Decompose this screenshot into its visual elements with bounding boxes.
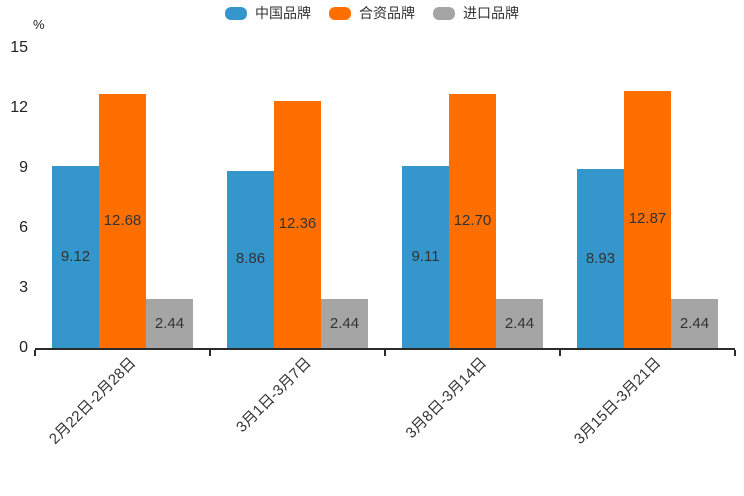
legend-swatch-icon — [225, 6, 247, 20]
legend-item-1[interactable]: 合资品牌 — [329, 5, 415, 21]
x-axis-tick — [34, 350, 36, 356]
bar[interactable] — [624, 90, 671, 348]
legend-swatch-icon — [433, 6, 455, 20]
bar[interactable] — [321, 299, 368, 348]
legend-item-0[interactable]: 中国品牌 — [225, 5, 311, 21]
legend-item-2[interactable]: 进口品牌 — [433, 5, 519, 21]
bar-value-label: 8.86 — [235, 250, 266, 268]
bar[interactable] — [274, 100, 321, 348]
y-tick-label: 9 — [19, 159, 28, 176]
x-axis-tick — [734, 350, 736, 356]
bar[interactable] — [227, 170, 274, 348]
bar[interactable] — [402, 165, 449, 348]
y-tick-label: 15 — [10, 39, 28, 56]
bar[interactable] — [449, 94, 496, 348]
legend-item-label: 进口品牌 — [463, 5, 519, 21]
bar-value-label: 2.44 — [504, 314, 535, 332]
x-axis-label: 3月8日-3月14日 — [402, 354, 490, 442]
bar-value-label: 2.44 — [679, 314, 710, 332]
bar[interactable] — [671, 299, 718, 348]
bar[interactable] — [52, 165, 99, 348]
y-tick-label: 12 — [10, 99, 28, 116]
x-axis-label: 3月1日-3月7日 — [233, 354, 315, 436]
chart-legend: 中国品牌 合资品牌 进口品牌 — [0, 5, 744, 21]
bar-value-label: 12.36 — [278, 215, 317, 233]
bar-value-label: 12.68 — [103, 212, 142, 230]
y-axis-unit-label: % — [33, 17, 45, 32]
x-axis-tick — [209, 350, 211, 356]
x-axis-tick — [384, 350, 386, 356]
bar-value-label: 8.93 — [585, 249, 616, 267]
x-axis-tick — [559, 350, 561, 356]
x-axis-label: 3月15日-3月21日 — [571, 354, 665, 448]
bar-value-label: 2.44 — [329, 314, 360, 332]
bar[interactable] — [496, 299, 543, 348]
x-axis-line — [35, 348, 735, 350]
bar-value-label: 9.11 — [411, 247, 440, 265]
legend-item-label: 中国品牌 — [255, 5, 311, 21]
bar[interactable] — [577, 169, 624, 348]
y-tick-label: 6 — [19, 219, 28, 236]
legend-swatch-icon — [329, 6, 351, 20]
bar[interactable] — [146, 299, 193, 348]
x-axis-label: 2月22日-2月28日 — [46, 354, 140, 448]
bar[interactable] — [99, 94, 146, 348]
bar-value-label: 2.44 — [154, 314, 185, 332]
bar-value-label: 12.87 — [628, 210, 667, 228]
legend-item-label: 合资品牌 — [359, 5, 415, 21]
bar-value-label: 12.70 — [453, 212, 492, 229]
y-tick-label: 3 — [19, 279, 28, 296]
y-tick-label: 0 — [19, 339, 28, 356]
bar-value-label: 9.12 — [60, 247, 91, 265]
